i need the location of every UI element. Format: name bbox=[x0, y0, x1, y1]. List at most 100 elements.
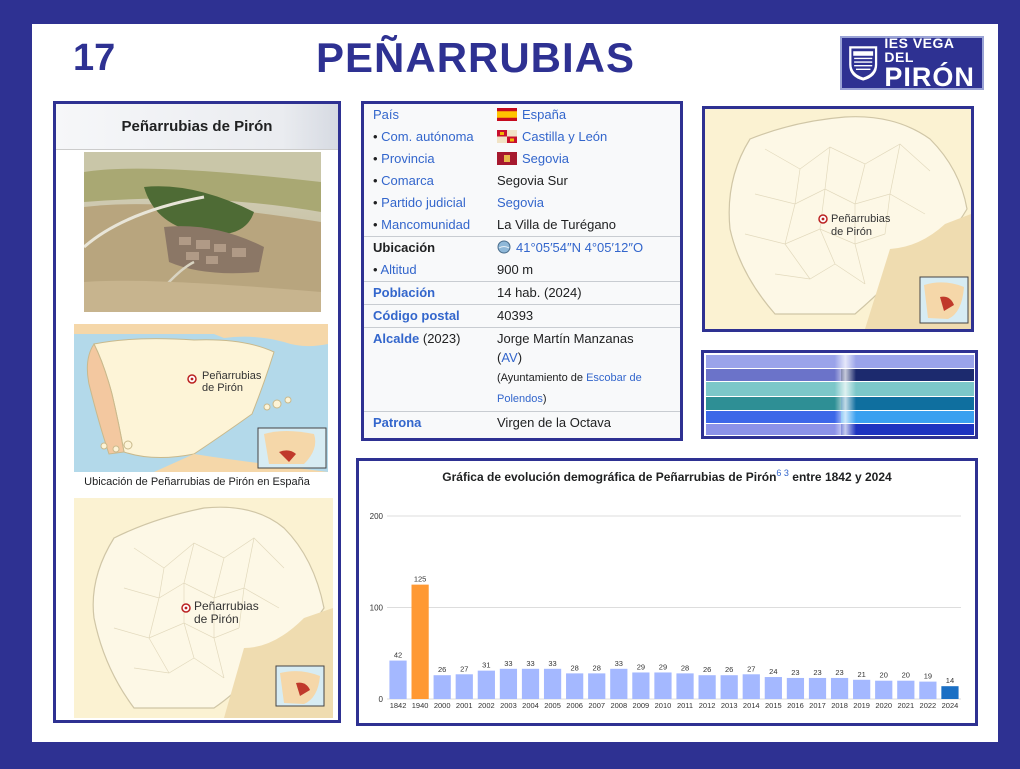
chart-title: Gráfica de evolución demográfica de Peña… bbox=[359, 468, 975, 484]
x-tick-label: 2006 bbox=[566, 701, 583, 710]
x-tick-label: 2017 bbox=[809, 701, 826, 710]
row-provincia: • Provincia Segovia bbox=[373, 151, 569, 166]
x-tick-label: 2015 bbox=[765, 701, 782, 710]
x-tick-label: 2002 bbox=[478, 701, 495, 710]
bar bbox=[499, 668, 518, 699]
map-label: de Pirón bbox=[202, 382, 243, 394]
chart-plot: 0 100 200 42 1842 125 1940 26 2000 27 2001 31 2002 33… bbox=[370, 512, 961, 710]
label-ubicacion: Ubicación bbox=[373, 240, 436, 255]
row-poblacion: Población 14 hab. (2024) bbox=[364, 281, 680, 305]
segovia-map: Peñarrubias de Pirón bbox=[74, 498, 333, 718]
link-party[interactable]: AV bbox=[501, 350, 518, 365]
label-pais[interactable]: País bbox=[373, 107, 400, 122]
value-poblacion: 14 hab. (2024) bbox=[488, 281, 680, 305]
label-partido[interactable]: Partido judicial bbox=[381, 195, 466, 210]
data-label: 26 bbox=[703, 665, 711, 674]
row-alcalde: Alcalde (2023) Jorge Martín Manzanas (AV… bbox=[364, 327, 680, 412]
shield-icon bbox=[848, 45, 879, 82]
bar bbox=[521, 668, 540, 699]
location-map: Peñarrubias de Pirón bbox=[702, 106, 974, 332]
link-espana[interactable]: España bbox=[522, 107, 567, 122]
link-castilla[interactable]: Castilla y León bbox=[522, 129, 608, 144]
link-partido[interactable]: Segovia bbox=[497, 195, 544, 210]
label-altitud[interactable]: Altitud bbox=[380, 262, 417, 277]
value-cp: 40393 bbox=[488, 304, 680, 328]
chart-title-refs[interactable]: 6 3 bbox=[776, 468, 789, 478]
data-label: 31 bbox=[482, 661, 490, 670]
value-altitud: 900 m bbox=[497, 262, 534, 277]
x-tick-label: 2014 bbox=[743, 701, 760, 710]
row-patrona: Patrona Virgen de la Octava bbox=[364, 411, 680, 434]
link-coordinates[interactable]: 41°05′54″N 4°05′12″O bbox=[516, 240, 644, 255]
globe-icon bbox=[497, 240, 511, 254]
x-tick-label: 2009 bbox=[633, 701, 650, 710]
data-label: 33 bbox=[548, 659, 556, 668]
bar bbox=[654, 672, 672, 699]
x-tick-label: 2003 bbox=[500, 701, 517, 710]
map-label: de Pirón bbox=[831, 226, 872, 238]
spain-flag-icon bbox=[497, 108, 517, 121]
data-label: 20 bbox=[902, 671, 910, 680]
x-tick-label: 1842 bbox=[390, 701, 407, 710]
bar bbox=[742, 674, 760, 699]
label-cp[interactable]: Código postal bbox=[373, 308, 460, 323]
data-label: 27 bbox=[460, 664, 468, 673]
label-poblacion[interactable]: Población bbox=[373, 285, 435, 300]
link-segovia[interactable]: Segovia bbox=[522, 151, 569, 166]
value-mancomunidad: La Villa de Turégano bbox=[497, 217, 617, 232]
row-comarca: • Comarca Segovia Sur bbox=[364, 170, 680, 192]
row-cp: Código postal 40393 bbox=[364, 304, 680, 328]
bar bbox=[610, 668, 628, 699]
row-mancomunidad: • Mancomunidad La Villa de Turégano bbox=[364, 214, 680, 237]
data-label: 21 bbox=[857, 670, 865, 679]
label-comarca[interactable]: Comarca bbox=[381, 173, 434, 188]
x-tick-label: 2024 bbox=[942, 701, 959, 710]
map-label: de Pirón bbox=[194, 612, 239, 626]
x-tick-label: 2008 bbox=[610, 701, 627, 710]
alcalde-year: (2023) bbox=[422, 331, 461, 346]
stripes-graphic bbox=[706, 355, 974, 435]
bar bbox=[720, 675, 738, 699]
aerial-photo bbox=[84, 152, 321, 312]
link-escobar[interactable]: Escobar de Polendos bbox=[497, 372, 642, 405]
segovia-flag-icon bbox=[497, 152, 517, 165]
y-tick-label: 100 bbox=[370, 604, 384, 613]
label-cp-text: Código postal bbox=[373, 308, 460, 323]
infobox-table: País España • Com. autónoma Castilla y L… bbox=[364, 104, 680, 434]
data-label: 23 bbox=[835, 668, 843, 677]
data-label: 19 bbox=[924, 672, 932, 681]
panel-title: Peñarrubias de Pirón bbox=[56, 104, 338, 150]
x-tick-label: 2022 bbox=[920, 701, 937, 710]
data-label: 23 bbox=[791, 668, 799, 677]
label-mancomunidad[interactable]: Mancomunidad bbox=[381, 217, 471, 232]
label-com[interactable]: Com. autónoma bbox=[381, 129, 474, 144]
color-stripes bbox=[701, 350, 978, 439]
data-label: 28 bbox=[593, 663, 601, 672]
logo-line1: IES VEGA DEL bbox=[884, 34, 954, 65]
value-alcalde: Jorge Martín Manzanas bbox=[497, 331, 634, 346]
bar bbox=[588, 673, 606, 699]
x-tick-label: 2000 bbox=[434, 701, 451, 710]
row-pais: País España bbox=[364, 104, 680, 126]
data-label: 33 bbox=[526, 659, 534, 668]
value-patrona: Virgen de la Octava bbox=[488, 411, 680, 434]
data-label: 23 bbox=[813, 668, 821, 677]
label-provincia[interactable]: Provincia bbox=[381, 151, 435, 166]
municipality-panel: Peñarrubias de Pirón Peñarrubias de Pi bbox=[53, 101, 341, 723]
alcalde-note-2: ) bbox=[542, 393, 547, 405]
x-tick-label: 2004 bbox=[522, 701, 539, 710]
x-tick-label: 2021 bbox=[897, 701, 914, 710]
data-label: 24 bbox=[769, 667, 777, 676]
bar bbox=[698, 675, 716, 699]
x-tick-label: 2016 bbox=[787, 701, 804, 710]
bar bbox=[389, 660, 407, 699]
x-tick-label: 2001 bbox=[456, 701, 473, 710]
label-patrona-text: Patrona bbox=[373, 415, 422, 430]
x-tick-label: 2011 bbox=[677, 701, 693, 710]
label-alcalde[interactable]: Alcalde bbox=[373, 331, 419, 346]
label-patrona[interactable]: Patrona bbox=[373, 415, 421, 430]
bar bbox=[566, 673, 584, 699]
x-tick-label: 1940 bbox=[412, 701, 429, 710]
map-caption: Ubicación de Peñarrubias de Pirón en Esp… bbox=[84, 476, 310, 488]
bar bbox=[853, 679, 871, 699]
